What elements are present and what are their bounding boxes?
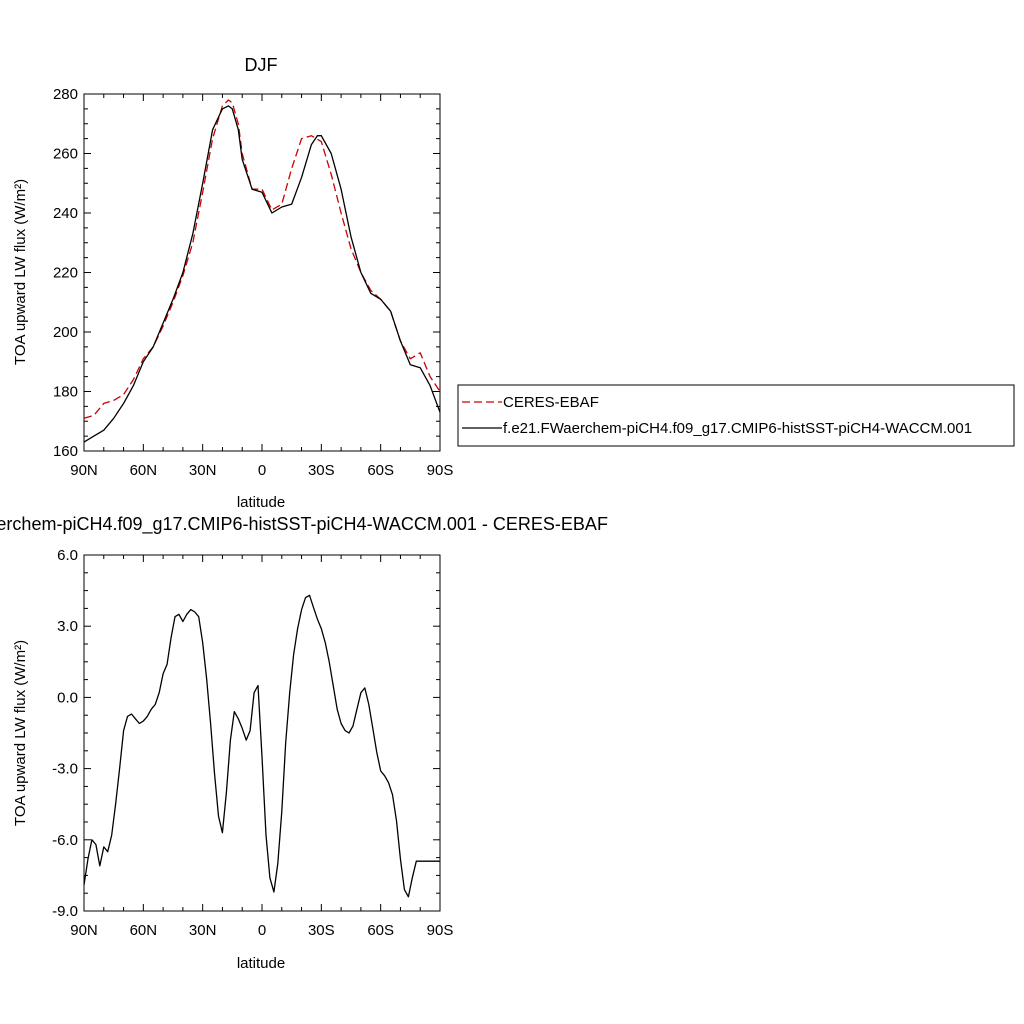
bottom-x-axis-label: latitude [237, 955, 285, 972]
bottom-y-tick-label: 3.0 [57, 618, 78, 635]
top-y-axis-label: TOA upward LW flux (W/m²) [12, 179, 29, 365]
bottom-series-line-0 [83, 594, 440, 898]
legend: CERES-EBAF f.e21.FWaerchem-piCH4.f09_g17… [457, 384, 1015, 447]
top-y-tick-label: 160 [53, 443, 78, 460]
top-x-tick-label: 60S [367, 462, 394, 479]
bottom-x-tick-label: 90S [427, 922, 454, 939]
legend-label-model: f.e21.FWaerchem-piCH4.f09_g17.CMIP6-hist… [503, 420, 972, 437]
bottom-x-tick-label: 60S [367, 922, 394, 939]
bottom-y-tick-label: 0.0 [57, 689, 78, 706]
bottom-x-tick-label: 0 [258, 922, 266, 939]
legend-label-ceres: CERES-EBAF [503, 394, 599, 411]
bottom-x-tick-label: 30N [189, 922, 217, 939]
top-y-axis: 160 180 200 220 240 260 280 [53, 86, 440, 460]
top-series-line-1 [83, 105, 441, 443]
bottom-y-tick-label: 6.0 [57, 547, 78, 564]
top-x-tick-label: 90N [70, 462, 98, 479]
top-x-tick-label: 30N [189, 462, 217, 479]
top-x-tick-label: 90S [427, 462, 454, 479]
top-y-tick-label: 220 [53, 265, 78, 282]
top-x-axis-label: latitude [237, 494, 285, 511]
bottom-x-tick-label: 60N [130, 922, 158, 939]
bottom-y-axis: -9.0 -6.0 -3.0 0.0 3.0 6.0 [52, 547, 440, 920]
top-x-tick-label: 30S [308, 462, 335, 479]
top-x-axis: 90N 60N 30N 0 30S 60S 90S [70, 94, 453, 479]
top-y-tick-label: 180 [53, 384, 78, 401]
top-chart: DJF 160 180 200 220 240 260 280 90N 60N 30N 0 30S 6… [12, 55, 1015, 511]
top-x-tick-label: 0 [258, 462, 266, 479]
top-chart-title: DJF [245, 55, 278, 75]
bottom-y-tick-label: -3.0 [52, 761, 78, 778]
bottom-x-tick-label: 30S [308, 922, 335, 939]
bottom-y-axis-label: TOA upward LW flux (W/m²) [12, 640, 29, 826]
top-y-tick-label: 200 [53, 324, 78, 341]
bottom-y-tick-label: -9.0 [52, 903, 78, 920]
top-x-tick-label: 60N [130, 462, 158, 479]
top-y-tick-label: 240 [53, 205, 78, 222]
legend-box [457, 384, 1015, 447]
bottom-chart: f.e21.FWaerchem-piCH4.f09_g17.CMIP6-hist… [0, 514, 608, 972]
bottom-chart-title: f.e21.FWaerchem-piCH4.f09_g17.CMIP6-hist… [0, 514, 608, 535]
bottom-series-group [83, 594, 440, 898]
bottom-x-axis: 90N 60N 30N 0 30S 60S 90S [70, 555, 453, 939]
top-y-tick-label: 280 [53, 86, 78, 103]
top-series-group [83, 99, 441, 443]
bottom-x-tick-label: 90N [70, 922, 98, 939]
bottom-y-tick-label: -6.0 [52, 832, 78, 849]
top-y-tick-label: 260 [53, 146, 78, 163]
